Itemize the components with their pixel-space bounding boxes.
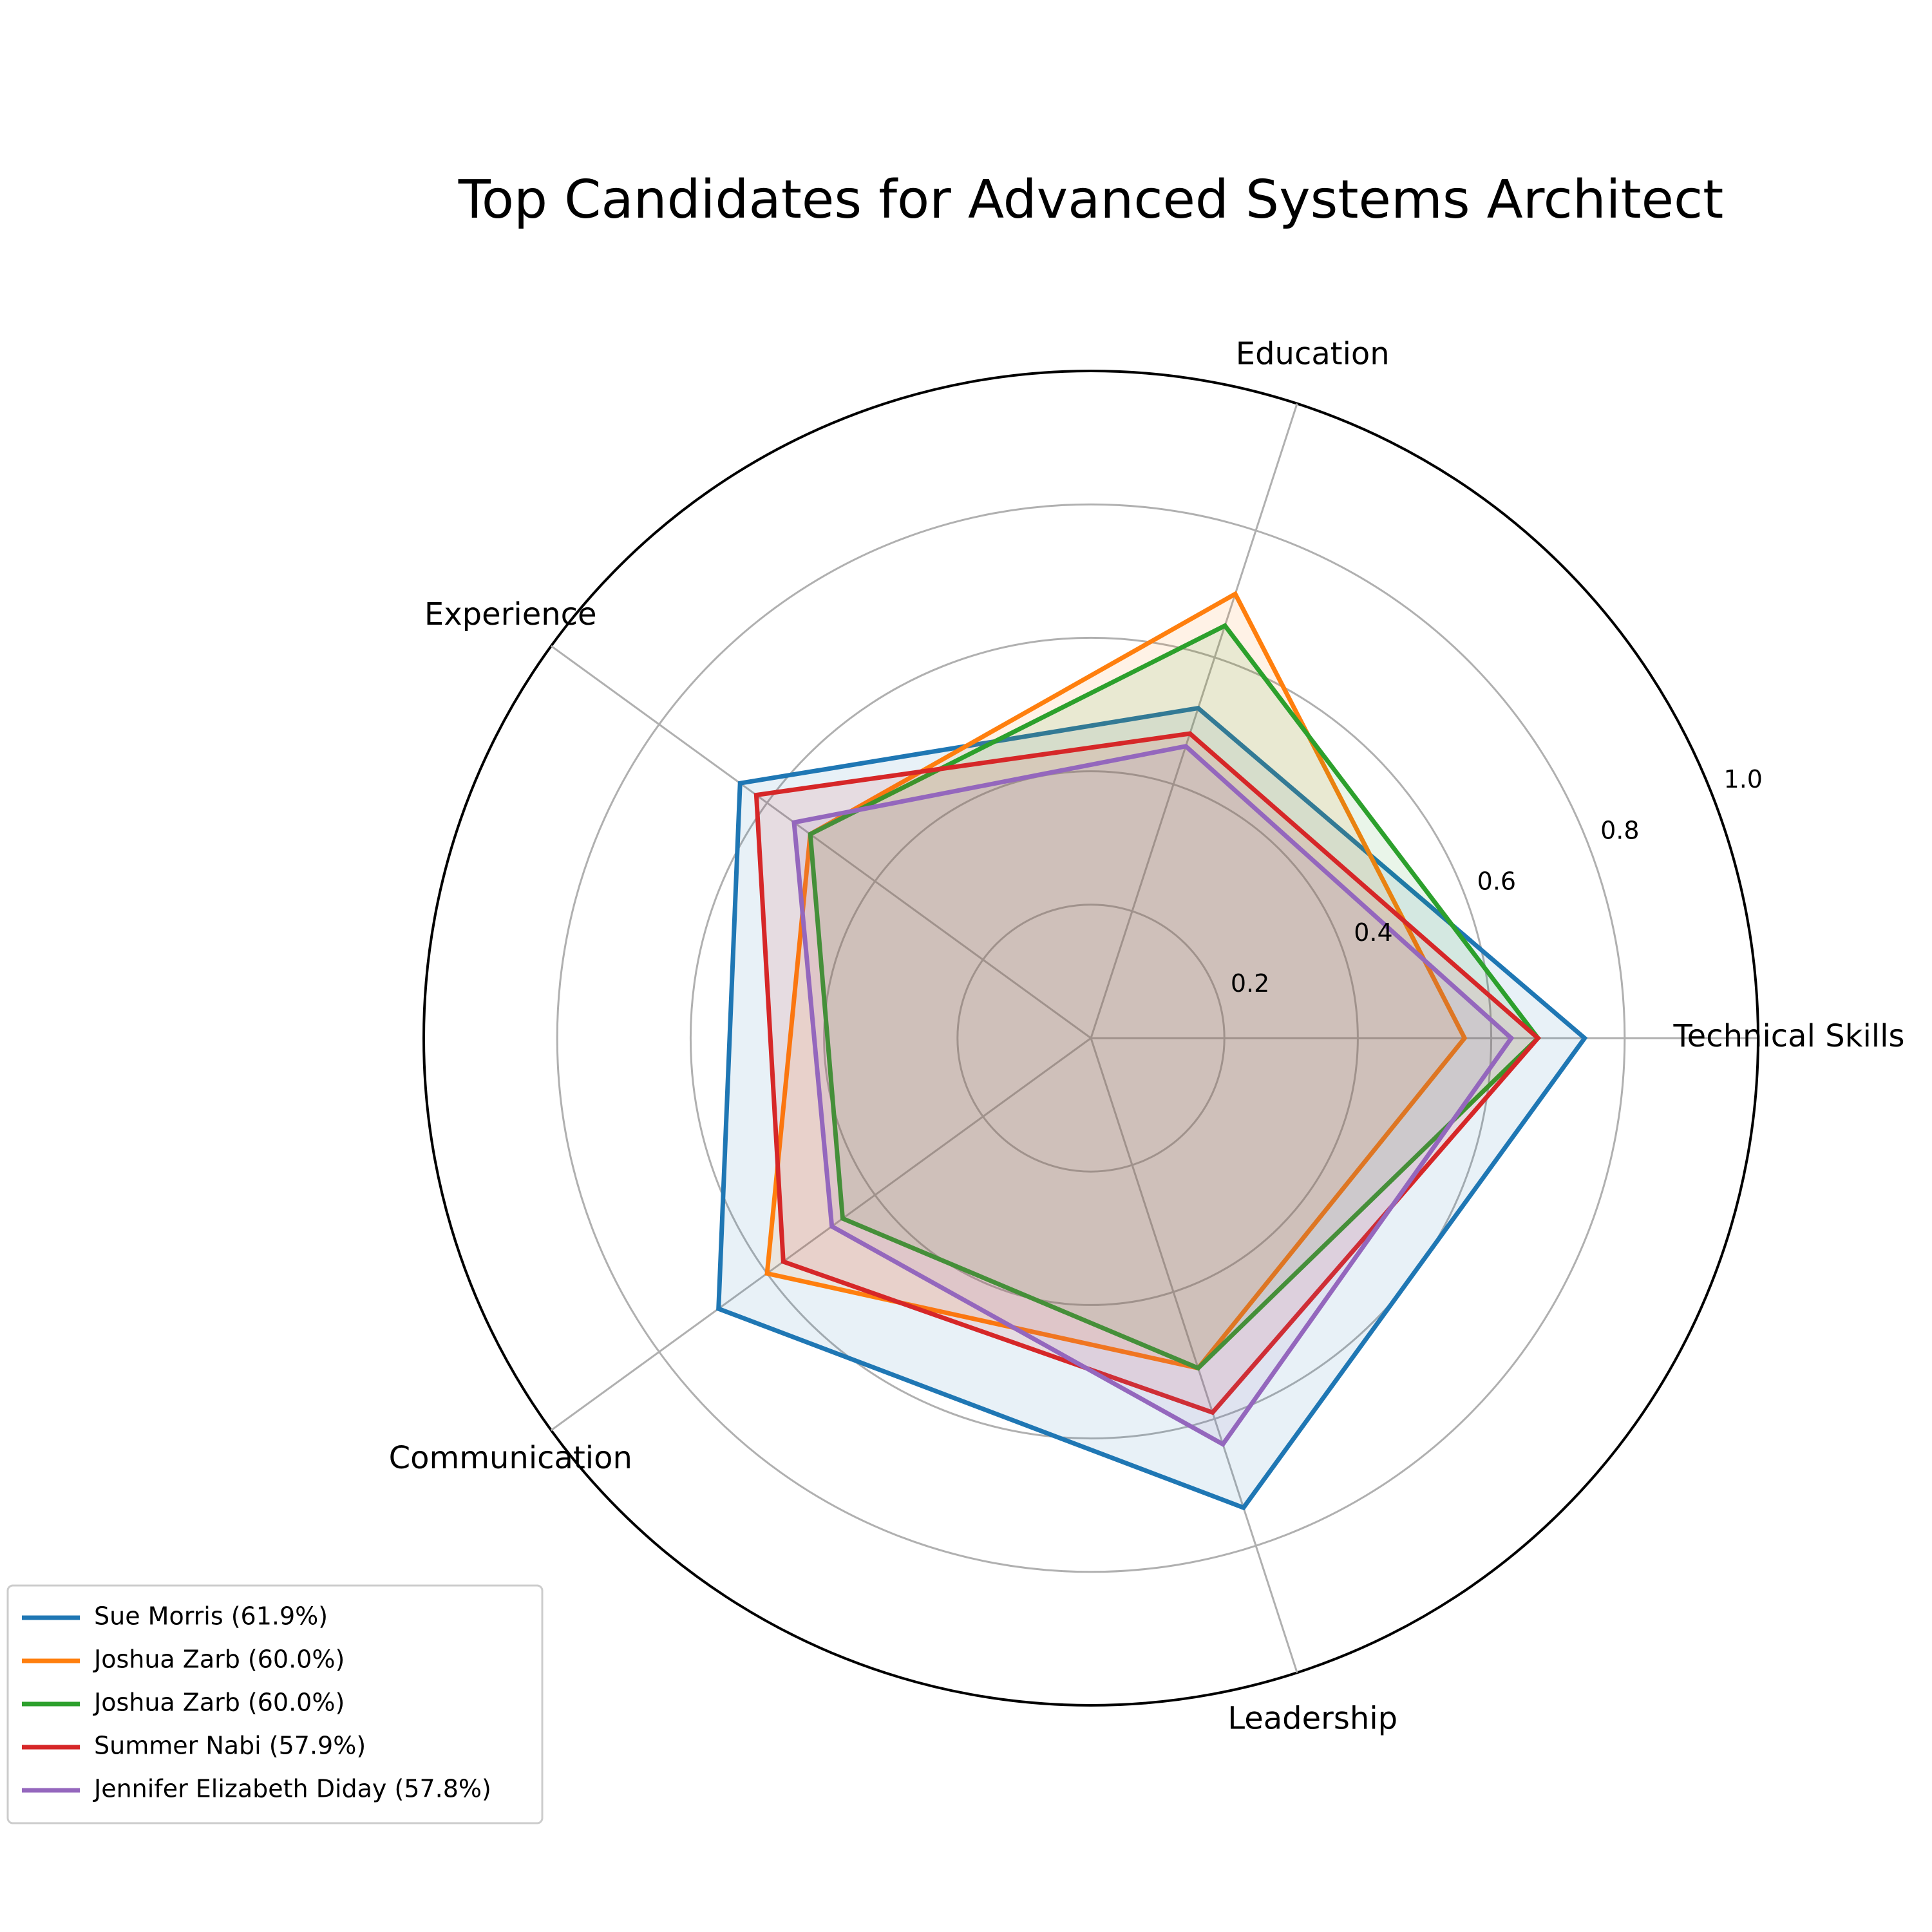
series-line-2 [764, 591, 1468, 1371]
legend-entry-5: Jennifer Elizabeth Diday (57.8%) [93, 1775, 491, 1803]
radar-grid [422, 370, 1759, 1707]
series-area-4 [756, 734, 1539, 1413]
spoke-experience [550, 645, 1092, 1039]
axis-label-leadership: Leadership [1227, 1700, 1397, 1736]
radial-tick-label-0-4: 0.4 [1354, 918, 1392, 947]
series-line-1 [716, 705, 1588, 1511]
spoke-education [1090, 403, 1298, 1039]
spoke-communication [550, 1037, 1092, 1432]
radar-tick-labels: 0.2 0.4 0.6 0.8 1.0 [1231, 765, 1763, 998]
radial-tick-label-0-8: 0.8 [1600, 816, 1639, 844]
legend-entry-3: Joshua Zarb (60.0%) [93, 1689, 345, 1717]
radial-tick-label-0-6: 0.6 [1477, 867, 1516, 896]
series-line-3 [808, 623, 1541, 1371]
series-area-2 [767, 594, 1465, 1368]
series-line-4 [753, 731, 1542, 1416]
legend-entry-1: Sue Morris (61.9%) [94, 1602, 328, 1631]
legend: Sue Morris (61.9%) Joshua Zarb (60.0%) Jos… [6, 1584, 544, 1824]
axis-label-communication: Communication [389, 1440, 632, 1476]
chart-title: Top Candidates for Advanced Systems Arch… [458, 169, 1724, 231]
radial-tick-label-0-2: 0.2 [1231, 969, 1269, 998]
axis-label-education: Education [1236, 336, 1390, 372]
spoke-leadership [1090, 1037, 1298, 1673]
series-line-5 [791, 744, 1515, 1448]
series-area-3 [810, 625, 1539, 1368]
axis-label-experience: Experience [424, 596, 597, 632]
axis-label-technical-skills: Technical Skills [1673, 1018, 1905, 1054]
legend-entry-2: Joshua Zarb (60.0%) [93, 1645, 345, 1674]
radar-series [716, 591, 1588, 1511]
legend-box [6, 1584, 544, 1824]
radar-axis-labels: Technical Skills Education Experience Commu… [389, 336, 1905, 1737]
legend-entry-4: Summer Nabi (57.9%) [94, 1732, 366, 1760]
radial-tick-label-1-0: 1.0 [1724, 765, 1763, 793]
series-area-5 [794, 746, 1511, 1444]
